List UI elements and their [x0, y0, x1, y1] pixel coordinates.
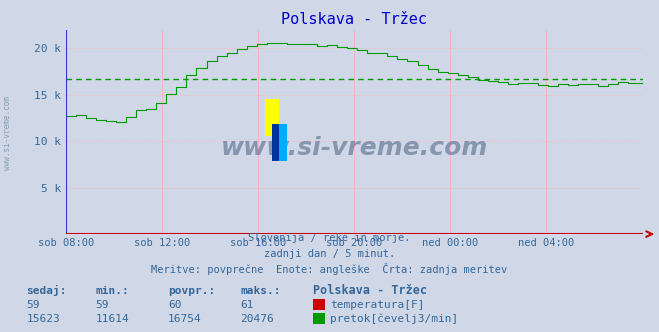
Text: 20476: 20476 — [241, 314, 274, 324]
Text: 59: 59 — [96, 300, 109, 310]
Text: www.si-vreme.com: www.si-vreme.com — [221, 136, 488, 160]
Text: 16754: 16754 — [168, 314, 202, 324]
Bar — [265, 99, 279, 136]
Text: 15623: 15623 — [26, 314, 60, 324]
Text: Polskava - Tržec: Polskava - Tržec — [313, 284, 427, 297]
Text: sedaj:: sedaj: — [26, 285, 67, 296]
Text: Meritve: povprečne  Enote: angleške  Črta: zadnja meritev: Meritve: povprečne Enote: angleške Črta:… — [152, 263, 507, 275]
Text: pretok[čevelj3/min]: pretok[čevelj3/min] — [330, 313, 459, 324]
Text: 11614: 11614 — [96, 314, 129, 324]
Text: zadnji dan / 5 minut.: zadnji dan / 5 minut. — [264, 249, 395, 259]
Text: 59: 59 — [26, 300, 40, 310]
Text: 61: 61 — [241, 300, 254, 310]
Text: 60: 60 — [168, 300, 181, 310]
Bar — [272, 124, 287, 161]
Text: min.:: min.: — [96, 286, 129, 296]
Text: maks.:: maks.: — [241, 286, 281, 296]
Text: povpr.:: povpr.: — [168, 286, 215, 296]
Text: Slovenija / reke in morje.: Slovenija / reke in morje. — [248, 233, 411, 243]
Title: Polskava - Tržec: Polskava - Tržec — [281, 12, 427, 27]
Text: temperatura[F]: temperatura[F] — [330, 300, 424, 310]
Text: www.si-vreme.com: www.si-vreme.com — [3, 96, 13, 170]
Bar — [272, 124, 279, 161]
